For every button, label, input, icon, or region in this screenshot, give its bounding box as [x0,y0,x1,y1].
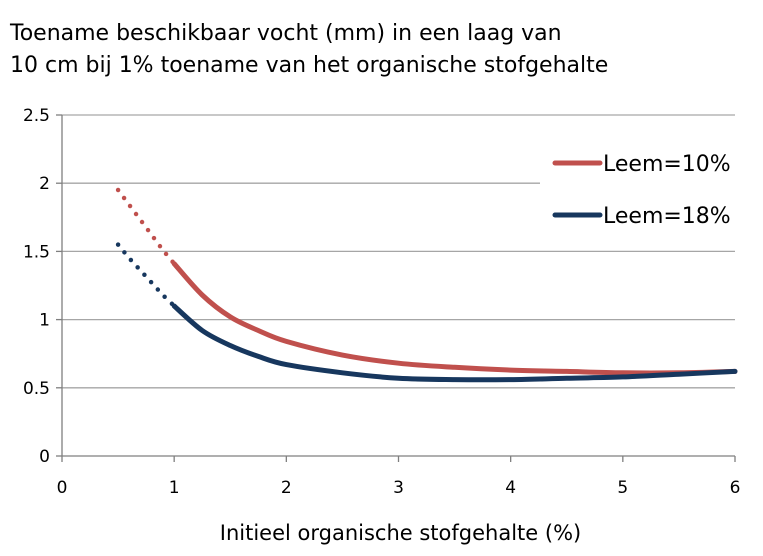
x-tick-labels: 0 1 2 3 4 5 6 [57,478,741,498]
legend: Leem=10% Leem=18% [540,140,740,236]
series-lines [115,187,738,383]
x-tick-label-6: 6 [730,478,741,498]
legend-background [540,140,740,236]
axes [56,114,736,462]
x-tick-label-1: 1 [169,478,180,498]
y-tick-label-0: 0 [39,447,50,467]
series-1-solid-line [171,261,738,376]
y-tick-label-4: 2 [39,174,50,194]
x-tick-label-0: 0 [57,478,68,498]
x-tick-label-2: 2 [281,478,292,498]
x-tick-label-3: 3 [393,478,404,498]
y-tick-label-2: 1 [39,311,50,331]
y-tick-labels: 0 0.5 1 1.5 2 2.5 [23,106,50,467]
x-axis-title: Initieel organische stofgehalte (%) [220,521,581,545]
chart-title: Toename beschikbaar vocht (mm) in een la… [10,18,608,82]
y-tick-label-1: 0.5 [23,379,50,399]
legend-label-2: Leem=18% [603,204,731,229]
x-tick-label-4: 4 [505,478,516,498]
y-tick-label-5: 2.5 [23,106,50,126]
chart-title-line-1: Toename beschikbaar vocht (mm) in een la… [10,21,562,46]
series-2-solid-line [171,303,738,383]
legend-label-1: Leem=10% [603,152,731,177]
y-tick-label-3: 1.5 [23,242,50,262]
x-tick-label-5: 5 [617,478,628,498]
chart-title-line-2: 10 cm bij 1% toename van het organische … [10,53,609,78]
series-2-dotted-line [115,242,177,309]
